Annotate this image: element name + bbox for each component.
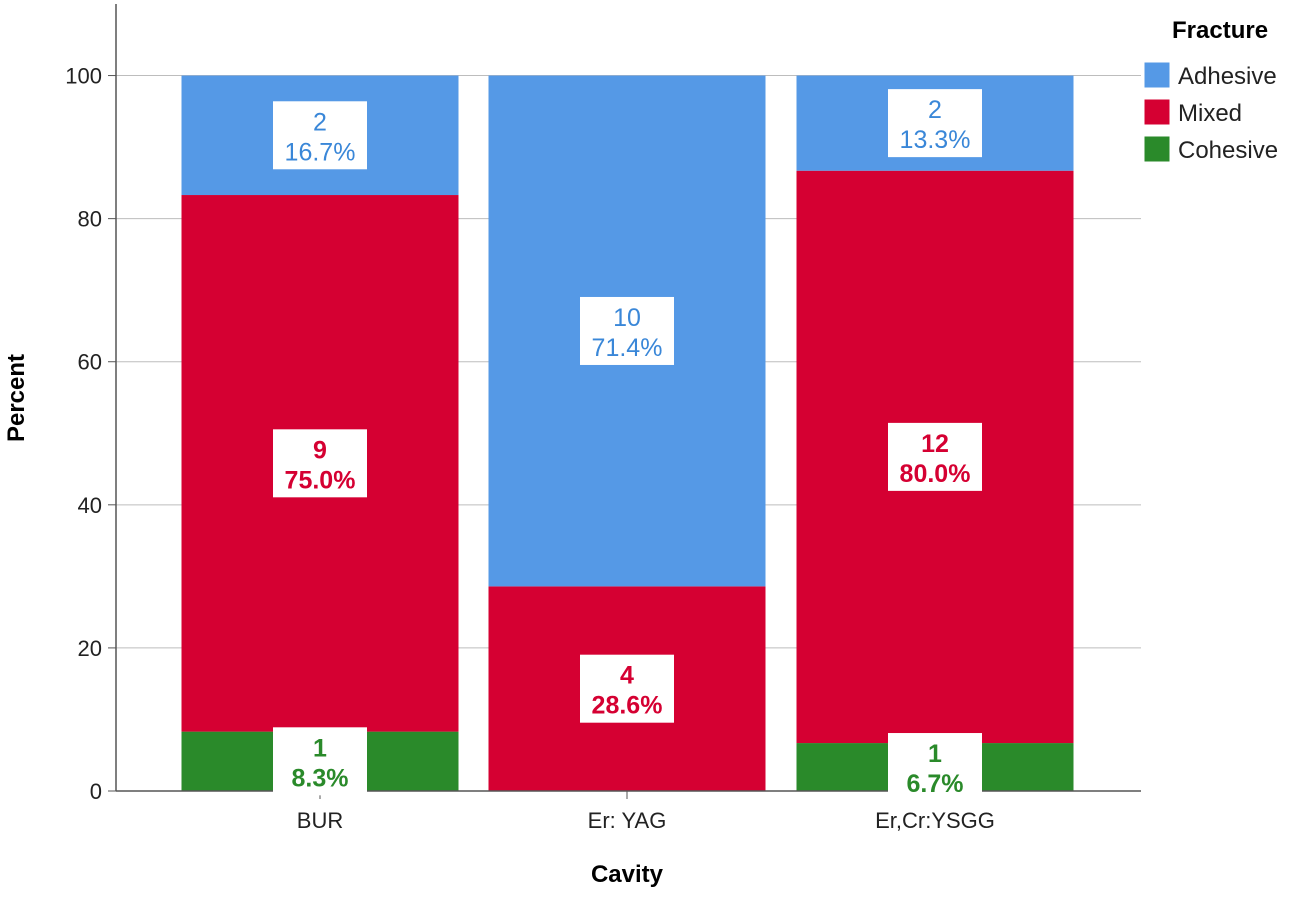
legend-swatch-mixed (1143, 98, 1171, 126)
x-tick-label-bur: BUR (297, 808, 343, 833)
legend-label-cohesive: Cohesive (1178, 137, 1278, 164)
data-label-percent-er-cr-ysgg-adhesive: 13.3% (900, 126, 971, 154)
data-label-count-er-cr-ysgg-cohesive: 1 (928, 740, 942, 768)
data-label-percent-er-yag-mixed: 28.6% (592, 692, 663, 720)
x-axis-title: Cavity (591, 861, 664, 888)
data-label-percent-er-yag-adhesive: 71.4% (592, 334, 663, 362)
y-tick-label-40: 40 (78, 493, 102, 518)
data-label-box-er-cr-ysgg-adhesive (888, 89, 982, 158)
legend-swatch-cohesive (1143, 135, 1171, 163)
data-label-box-bur-adhesive (273, 101, 367, 170)
legend-swatch-adhesive (1143, 61, 1171, 89)
data-label-box-er-yag-adhesive (580, 296, 674, 365)
legend-label-mixed: Mixed (1178, 100, 1242, 127)
y-tick-label-0: 0 (90, 779, 102, 804)
legend-title: Fracture (1172, 17, 1268, 44)
data-label-count-er-cr-ysgg-mixed: 12 (921, 430, 949, 458)
data-label-count-er-cr-ysgg-adhesive: 2 (928, 96, 942, 124)
data-label-percent-er-cr-ysgg-cohesive: 6.7% (907, 770, 964, 798)
x-tick-label-er-cr-ysgg: Er,Cr:YSGG (875, 808, 995, 833)
data-label-box-er-cr-ysgg-mixed (888, 422, 982, 491)
y-tick-label-60: 60 (78, 350, 102, 375)
data-label-count-bur-cohesive: 1 (313, 734, 327, 762)
data-label-percent-bur-adhesive: 16.7% (285, 138, 356, 166)
data-label-box-er-yag-mixed (580, 654, 674, 723)
y-tick-label-20: 20 (78, 636, 102, 661)
data-label-count-er-yag-mixed: 4 (620, 662, 634, 690)
data-label-percent-bur-mixed: 75.0% (285, 466, 356, 494)
y-tick-label-80: 80 (78, 207, 102, 232)
data-label-box-er-cr-ysgg-cohesive (888, 733, 982, 802)
data-label-count-bur-adhesive: 2 (313, 108, 327, 136)
y-tick-label-100: 100 (65, 64, 102, 89)
data-label-count-bur-mixed: 9 (313, 436, 327, 464)
data-label-percent-bur-cohesive: 8.3% (292, 764, 349, 792)
data-labels: 18.3%975.0%216.7%428.6%1071.4%16.7%1280.… (273, 89, 982, 802)
data-label-count-er-yag-adhesive: 10 (613, 304, 641, 332)
data-label-box-bur-cohesive (273, 727, 367, 796)
y-axis-title: Percent (3, 354, 30, 442)
legend-label-adhesive: Adhesive (1178, 63, 1277, 90)
data-label-percent-er-cr-ysgg-mixed: 80.0% (900, 460, 971, 488)
legend: Fracture Adhesive Mixed Cohesive (1143, 17, 1278, 164)
data-label-box-bur-mixed (273, 429, 367, 498)
x-tick-label-er-yag: Er: YAG (588, 808, 667, 833)
